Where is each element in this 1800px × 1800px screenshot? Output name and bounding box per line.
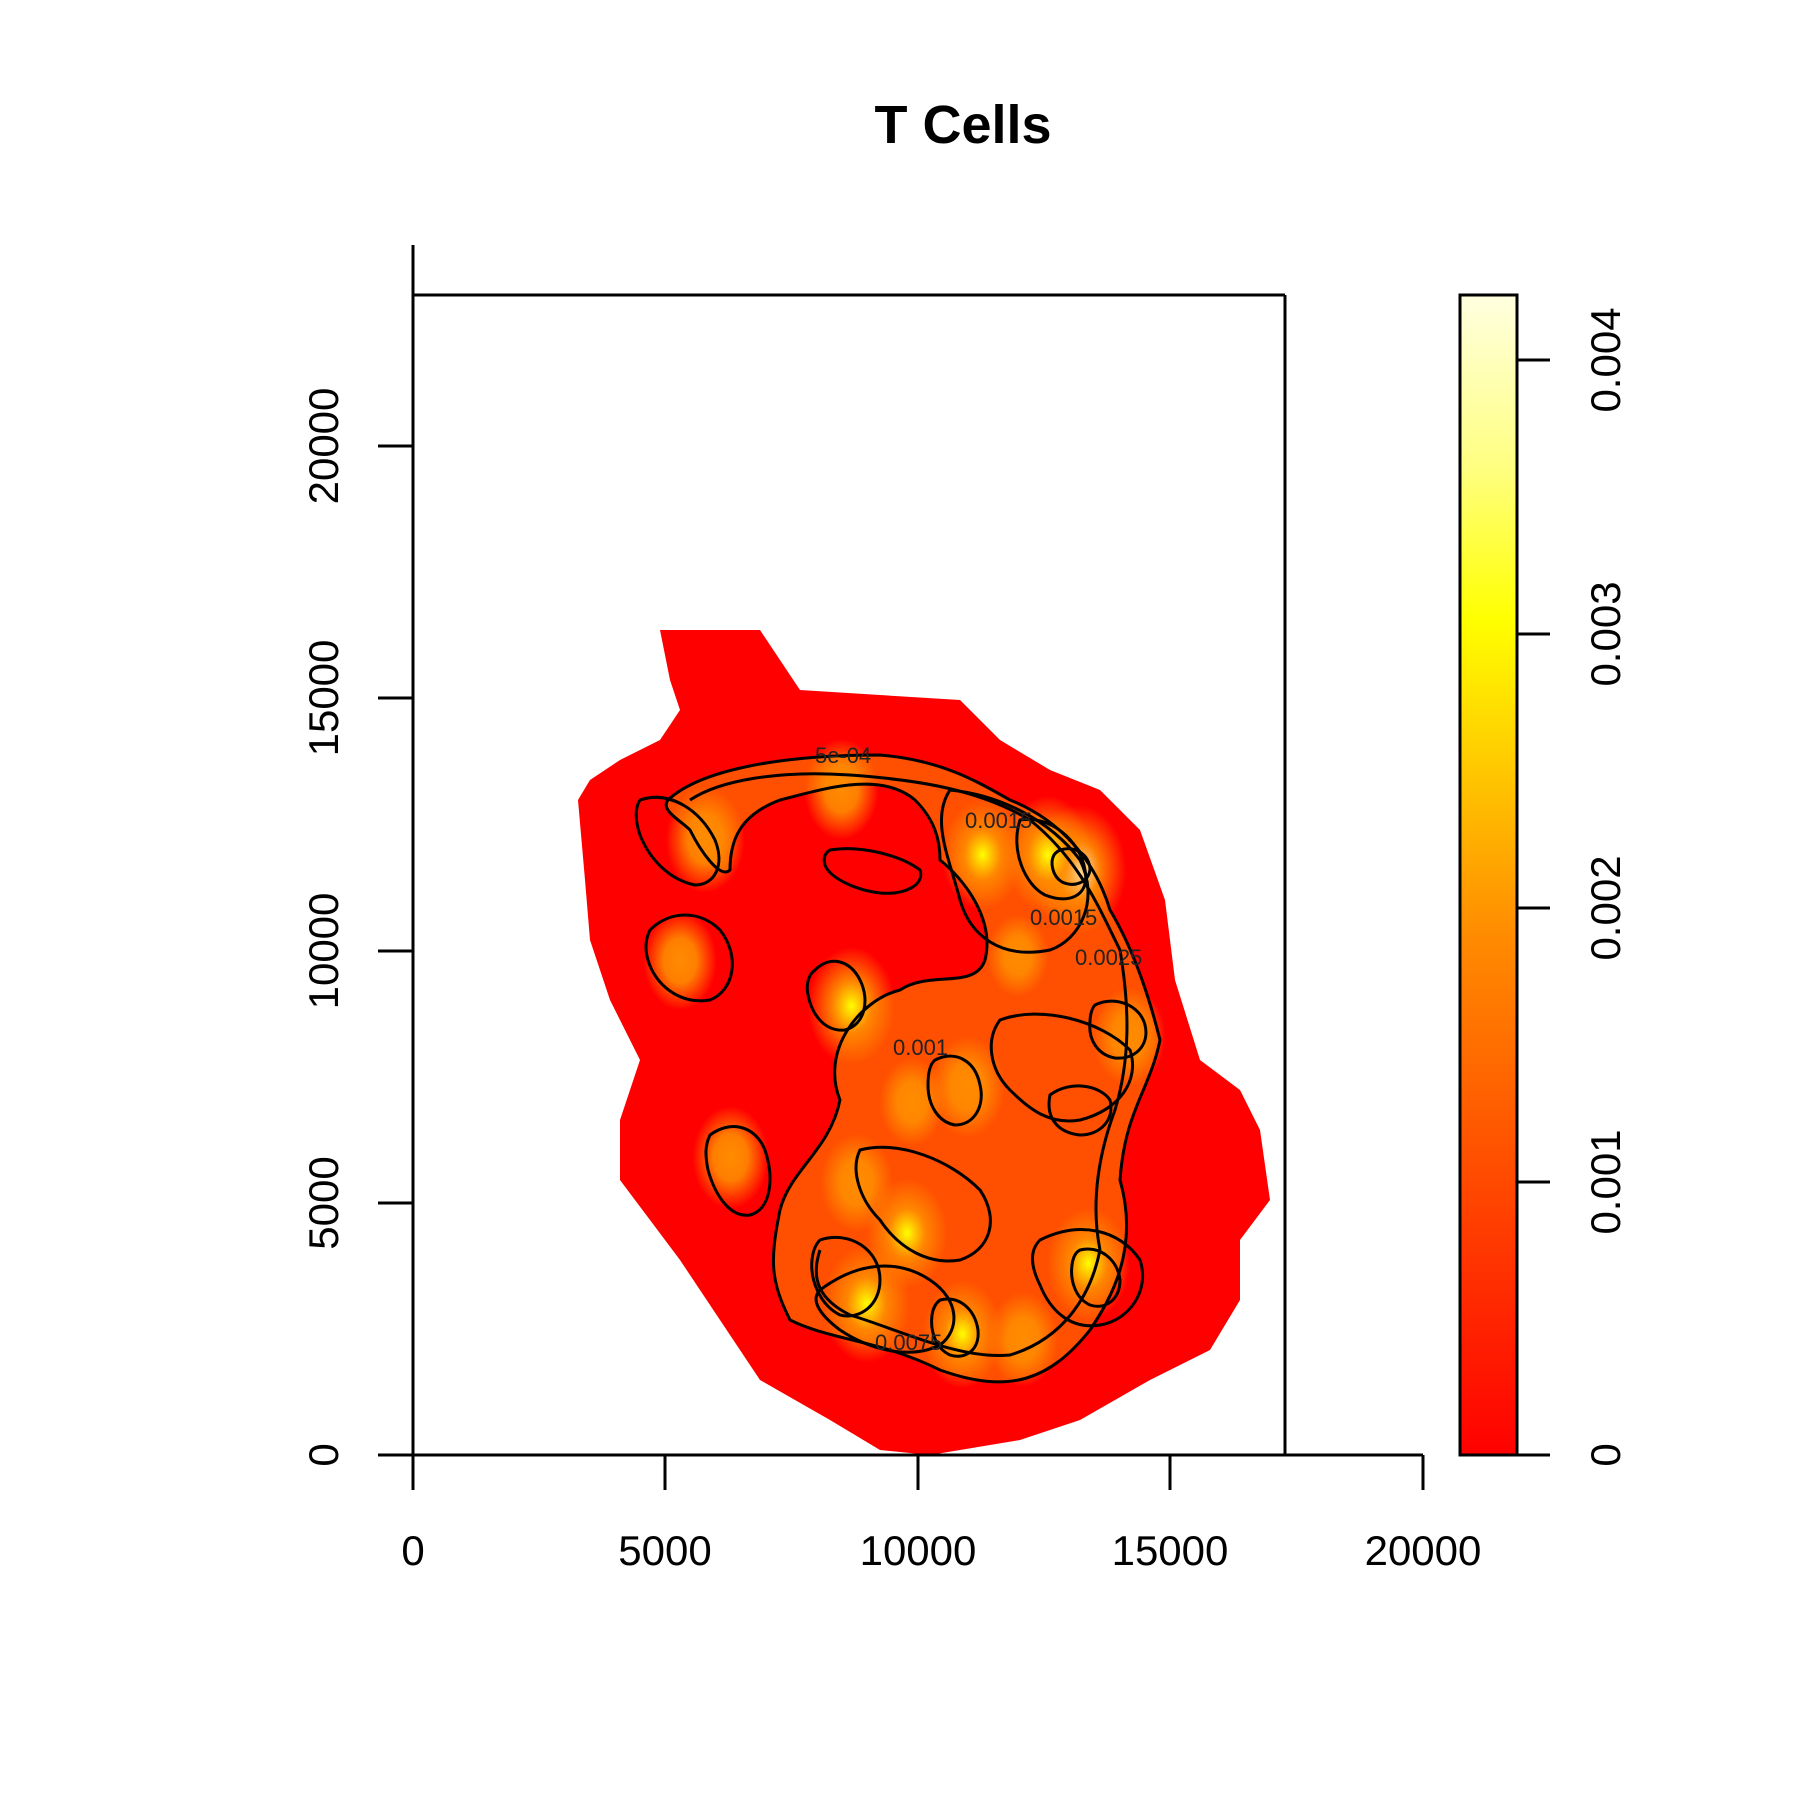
y-tick-label: 20000: [300, 388, 347, 505]
contour-band-6: [1031, 1228, 1145, 1328]
contour-inner-arc: [689, 772, 1129, 1358]
y-tick-label: 0: [300, 1443, 347, 1466]
contour-label: 0.0075: [875, 1330, 942, 1355]
x-tick-label: 0: [401, 1527, 424, 1574]
hotspot: [665, 786, 745, 893]
contour-band-11: [1088, 999, 1148, 1060]
contour-band-12: [926, 1054, 983, 1127]
y-tick-label: 10000: [300, 893, 347, 1010]
hotspot: [929, 1035, 1006, 1139]
contour-band-14: [810, 1235, 882, 1318]
y-axis: [378, 245, 415, 1457]
hotspot: [987, 1291, 1059, 1387]
x-tick-label: 10000: [860, 1527, 977, 1574]
contour-band-3: [989, 1012, 1135, 1123]
colorbar-tick-label: 0.004: [1582, 307, 1629, 412]
contour-band-4: [854, 1145, 992, 1263]
colorbar-tick-label: 0: [1582, 1443, 1629, 1466]
chart-title: T Cells: [874, 95, 1051, 155]
x-tick-label: 15000: [1112, 1527, 1229, 1574]
contour-label: 0.0015: [1030, 905, 1097, 930]
contour-band-18: [1050, 847, 1092, 886]
contour-labels: 5e-04 0.001 0.0015 0.0015 0.0075 0.0025: [815, 743, 1142, 1355]
hotspot-layer: [643, 738, 1166, 1389]
hotspot: [879, 1057, 946, 1147]
contour-band-16: [1070, 1247, 1122, 1308]
hotspot: [1092, 987, 1166, 1086]
x-tick-labels: 0 5000 10000 15000 20000: [401, 1527, 1481, 1574]
y-tick-labels: 0 5000 10000 15000 20000: [300, 388, 347, 1467]
contour-band-17: [822, 847, 923, 895]
contour-band-13: [1047, 1084, 1113, 1137]
contour-band-5: [814, 1264, 956, 1354]
hotspot: [922, 1279, 1003, 1389]
contour-band-2: [1015, 817, 1088, 901]
colorbar-tick-label: 0.002: [1582, 855, 1629, 960]
x-tick-label: 20000: [1365, 1527, 1482, 1574]
hotspot: [804, 738, 879, 840]
hotspot: [692, 1106, 769, 1209]
contour-band-8: [704, 1125, 772, 1217]
colorbar-tick-label: 0.001: [1582, 1129, 1629, 1234]
hotspot: [986, 914, 1049, 998]
x-axis: [411, 1453, 1425, 1490]
colorbar-gradient: [1458, 293, 1519, 1457]
contour-label: 0.001: [893, 1035, 948, 1060]
contour-band-7: [644, 913, 734, 1003]
contour-band-10: [805, 959, 867, 1032]
y-tick-label: 5000: [300, 1156, 347, 1249]
x-tick-label: 5000: [618, 1527, 711, 1574]
density-contours: [634, 753, 1162, 1384]
colorbar-tick-label: 0.003: [1582, 581, 1629, 686]
contour-label: 5e-04: [815, 743, 871, 768]
contour-label: 0.0015: [965, 808, 1032, 833]
y-tick-label: 15000: [300, 640, 347, 757]
contour-band-1: [939, 788, 1090, 954]
contour-band-9: [634, 795, 721, 887]
contour-label: 0.0025: [1075, 945, 1142, 970]
contour-band-15: [930, 1297, 980, 1358]
density-heatmap: [578, 630, 1270, 1455]
hotspot: [807, 947, 896, 1066]
colorbar: 0 0.001 0.002 0.003 0.004: [1458, 293, 1629, 1467]
plot-frame: [413, 293, 1287, 1455]
